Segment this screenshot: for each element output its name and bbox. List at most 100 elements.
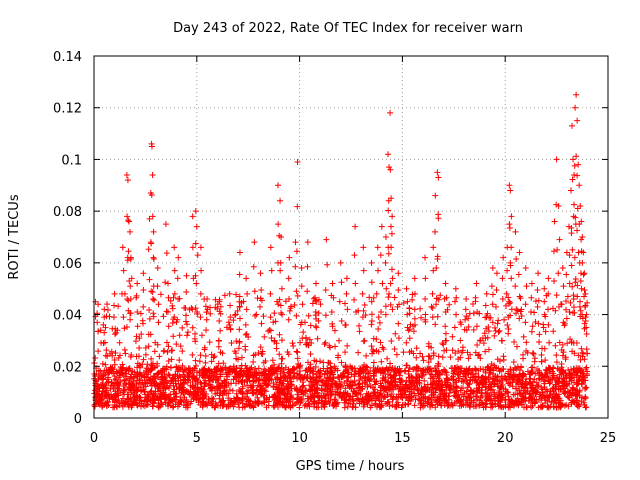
data-point [260, 313, 267, 320]
data-point [369, 346, 376, 353]
data-point [208, 395, 215, 402]
data-point [267, 290, 274, 297]
data-point [535, 297, 542, 304]
data-point [228, 340, 235, 347]
data-point [499, 337, 506, 344]
data-point [435, 215, 442, 222]
data-point [571, 254, 578, 261]
data-point [373, 290, 380, 297]
data-point [507, 299, 514, 306]
y-tick-labels: 0 0.02 0.04 0.06 0.08 0.1 0.12 0.14 [53, 50, 82, 427]
data-point [171, 267, 178, 274]
data-point [372, 381, 379, 388]
data-point [563, 271, 570, 278]
data-point [285, 316, 292, 323]
data-point [561, 390, 568, 397]
data-point [121, 325, 128, 332]
data-point [189, 373, 196, 380]
data-point [478, 389, 485, 396]
data-point [338, 318, 345, 325]
data-point [277, 302, 284, 309]
data-point [241, 404, 248, 411]
data-point [385, 151, 392, 158]
data-point [569, 122, 576, 129]
data-point [127, 316, 134, 323]
data-point [569, 246, 576, 253]
data-point [565, 403, 572, 410]
data-point [513, 255, 520, 262]
data-point [382, 259, 389, 266]
data-point [155, 319, 162, 326]
data-point [279, 355, 286, 362]
data-point [344, 306, 351, 313]
x-tick-label: 25 [600, 431, 617, 446]
data-point [104, 306, 111, 313]
data-point [202, 359, 209, 366]
data-point [273, 345, 280, 352]
data-point [364, 400, 371, 407]
data-point [304, 263, 311, 270]
data-point [206, 339, 213, 346]
data-point [302, 367, 309, 374]
data-point [382, 234, 389, 240]
data-point [242, 321, 249, 328]
data-point [393, 351, 400, 358]
data-point [563, 306, 570, 313]
data-point [165, 403, 172, 410]
data-point [484, 310, 491, 317]
data-point [111, 373, 118, 380]
data-point [569, 348, 576, 355]
data-point [528, 280, 535, 287]
data-point [165, 343, 172, 350]
data-point [466, 404, 473, 411]
data-point [125, 218, 132, 225]
data-point [583, 364, 590, 371]
data-point [278, 285, 285, 292]
data-point [351, 252, 358, 259]
data-point [429, 290, 436, 297]
data-point [293, 312, 300, 319]
data-point [418, 372, 425, 379]
data-point [551, 277, 558, 284]
data-point [300, 329, 307, 336]
data-point [104, 301, 111, 308]
data-point [442, 368, 449, 375]
data-point [469, 300, 476, 307]
data-point [139, 320, 146, 327]
data-point [552, 342, 559, 349]
data-point [568, 230, 575, 237]
data-point [528, 294, 535, 301]
data-point [95, 328, 102, 335]
data-point [282, 298, 289, 305]
data-point [573, 91, 580, 98]
data-point [582, 384, 589, 391]
data-point [434, 169, 441, 176]
data-point [508, 213, 515, 220]
data-point [545, 306, 552, 313]
data-point [251, 288, 258, 295]
data-point [560, 283, 567, 290]
data-point [155, 301, 162, 308]
data-point [375, 314, 382, 321]
data-point [446, 301, 453, 308]
data-point [294, 349, 301, 356]
data-point [286, 254, 293, 261]
data-point [155, 374, 162, 381]
data-point [337, 259, 344, 266]
data-point [307, 322, 314, 329]
data-point [419, 367, 426, 374]
data-point [395, 335, 402, 342]
data-point [312, 308, 319, 315]
data-point [157, 291, 164, 298]
data-point [304, 239, 311, 246]
data-point [110, 314, 117, 321]
data-point [168, 364, 175, 371]
data-point [539, 345, 546, 352]
data-point [368, 318, 375, 325]
data-point [452, 285, 459, 292]
data-point [361, 374, 368, 381]
data-point [202, 352, 209, 359]
data-point [540, 402, 547, 409]
data-point [342, 349, 349, 356]
data-point [193, 223, 200, 230]
